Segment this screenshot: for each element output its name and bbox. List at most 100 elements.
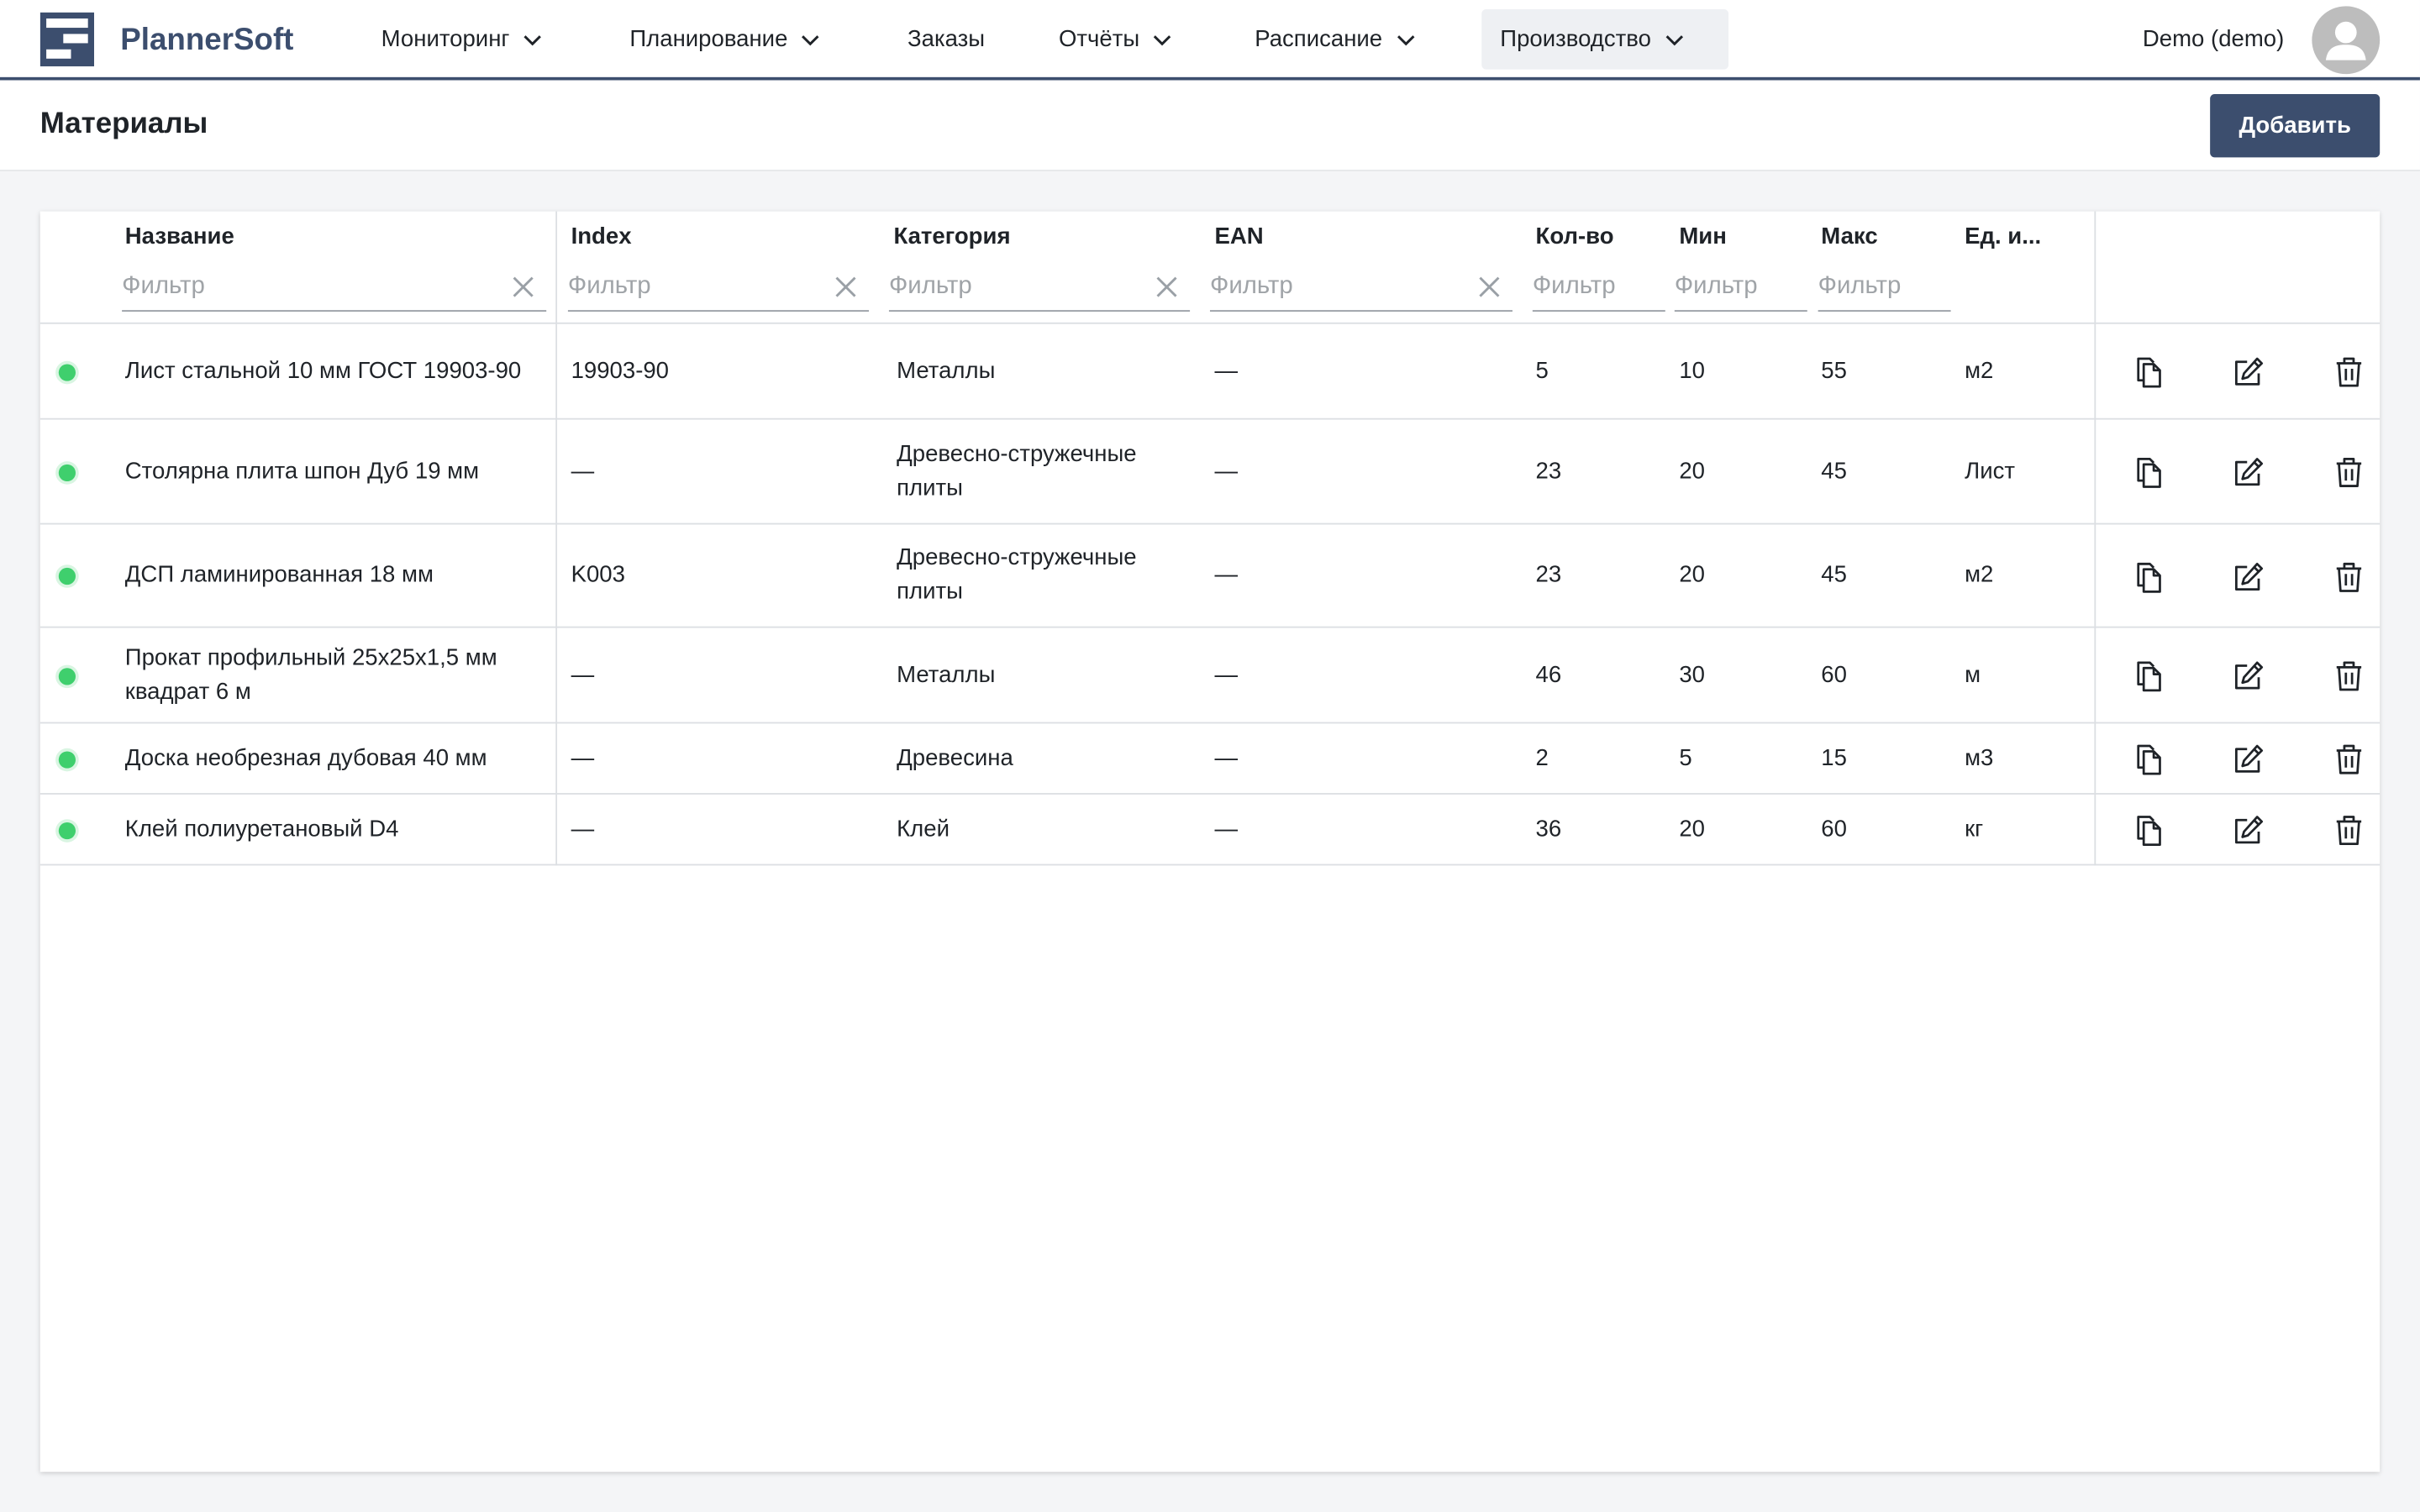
cell-category: Древесно-стружечные плиты [897,524,1197,626]
delete-button[interactable] [2332,560,2365,594]
column-header-unit[interactable]: Ед. и... [1965,223,2042,250]
max-filter-input[interactable] [1818,265,1951,309]
cell-quantity-text: 2 [1535,744,1549,771]
table-row[interactable]: Доска необрезная дубовая 40 мм — Древесина… [39,723,2381,795]
copy-icon [2133,561,2163,594]
delete-button[interactable] [2332,659,2365,692]
copy-button[interactable] [2131,354,2165,388]
cell-category-text: Металлы [897,661,996,688]
cell-quantity-text: 23 [1535,561,1562,588]
table-row[interactable]: Прокат профильный 25x25x1,5 мм квадрат 6… [39,628,2381,724]
brand-name[interactable]: PlannerSoft [120,23,294,57]
cell-min-text: 30 [1679,661,1705,688]
cell-unit: м2 [1965,324,2088,418]
cell-quantity: 2 [1536,723,1667,793]
name-filter-input[interactable] [122,265,547,309]
status-active-icon [58,751,76,769]
cell-unit: м3 [1965,723,2088,793]
chevron-down-icon [1154,34,1171,45]
copy-button[interactable] [2131,742,2165,775]
copy-button[interactable] [2131,813,2165,847]
table-row[interactable]: ДСП ламинированная 18 мм K003 Древесно-стр… [39,524,2381,628]
cell-quantity-text: 5 [1535,357,1549,384]
name-filter [122,265,547,312]
copy-button[interactable] [2131,659,2165,692]
add-button[interactable]: Добавить [2210,94,2381,158]
delete-button[interactable] [2332,742,2365,775]
column-header-min[interactable]: Мин [1679,223,1727,250]
nav-item-label: Заказы [907,26,986,53]
cell-name-text: Столярна плита шпон Дуб 19 мм [124,457,480,484]
cell-ean-text: — [1214,661,1239,688]
user-name[interactable]: Demo (demo) [2142,26,2285,53]
cell-max-text: 45 [1821,561,1847,588]
table-row[interactable]: Столярна плита шпон Дуб 19 мм — Древесно-с… [39,420,2381,525]
cell-index: — [571,628,872,722]
cell-max-text: 15 [1821,744,1847,771]
copy-button[interactable] [2131,455,2165,489]
chevron-down-icon [523,34,542,45]
delete-button[interactable] [2332,455,2365,489]
nav-item-reports[interactable]: Отчёты [1040,9,1191,70]
edit-button[interactable] [2232,455,2265,489]
cell-unit: кг [1965,795,2088,864]
delete-button[interactable] [2332,354,2365,388]
cell-quantity-text: 23 [1535,457,1562,484]
copy-icon [2133,814,2163,847]
column-divider [2094,211,2096,866]
category-filter-input[interactable] [888,265,1191,309]
nav-item-monitoring[interactable]: Мониторинг [363,9,560,70]
nav-item-production[interactable]: Производство [1481,9,1729,70]
cell-unit-text: м3 [1965,744,1994,771]
cell-quantity: 36 [1536,795,1667,864]
column-header-quantity[interactable]: Кол-во [1535,223,1614,250]
plannersoft-logo-icon[interactable] [39,12,95,66]
cell-category: Древесно-стружечные плиты [897,420,1197,523]
nav-item-planning[interactable]: Планирование [611,9,839,70]
cell-quantity: 5 [1536,324,1667,418]
column-header-ean[interactable]: EAN [1214,223,1264,250]
column-header-max[interactable]: Макс [1821,223,1878,250]
user-avatar-icon[interactable] [2312,6,2381,75]
edit-button[interactable] [2232,813,2265,847]
table-row[interactable]: Лист стальной 10 мм ГОСТ 19903-90 19903-9… [39,324,2381,420]
nav-item-orders[interactable]: Заказы [889,9,1003,70]
cell-index: K003 [571,524,872,626]
cell-name: Лист стальной 10 мм ГОСТ 19903-90 [125,324,542,418]
cell-ean-text: — [1214,357,1239,384]
cell-unit-text: м2 [1965,561,1994,588]
clear-filter-icon[interactable] [1155,275,1179,299]
cell-min: 10 [1679,324,1810,418]
cell-min-text: 20 [1679,815,1705,842]
edit-button[interactable] [2232,560,2265,594]
cell-index-text: — [571,457,595,484]
copy-button[interactable] [2131,560,2165,594]
min-filter-input[interactable] [1674,265,1807,309]
clear-filter-icon[interactable] [511,275,535,299]
delete-button[interactable] [2332,813,2365,847]
cell-index: — [571,723,872,793]
cell-max: 15 [1821,723,1952,793]
edit-button[interactable] [2232,354,2265,388]
nav-item-schedule[interactable]: Расписание [1236,9,1434,70]
column-header-index[interactable]: Index [571,223,632,250]
column-header-category[interactable]: Категория [893,223,1011,250]
cell-min-text: 20 [1679,561,1705,588]
cell-unit: Лист [1965,420,2088,523]
edit-button[interactable] [2232,659,2265,692]
column-divider [555,211,558,866]
edit-icon [2233,562,2265,593]
materials-table: Название Index Категория EAN Кол-во Мин … [39,211,2381,1473]
cell-unit-text: кг [1965,815,1984,842]
cell-unit-text: Лист [1965,457,2015,484]
clear-filter-icon[interactable] [1477,275,1502,299]
cell-category: Клей [897,795,1197,864]
edit-button[interactable] [2232,742,2265,775]
trash-icon [2335,356,2363,387]
ean-filter-input[interactable] [1209,265,1512,309]
column-header-name[interactable]: Название [124,223,234,250]
table-row[interactable]: Клей полиуретановый D4 — Клей — 36 20 60 кг [39,795,2381,866]
index-filter-input[interactable] [567,265,870,309]
clear-filter-icon[interactable] [834,275,858,299]
quantity-filter-input[interactable] [1532,265,1665,309]
